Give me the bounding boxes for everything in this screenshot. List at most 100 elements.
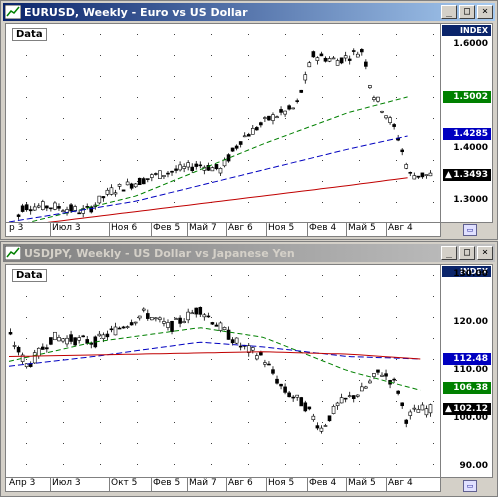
candle-body: [210, 322, 215, 325]
candle-body: [170, 170, 174, 173]
candle-body: [246, 345, 251, 353]
time-tick-label: Июл 3: [52, 478, 81, 488]
time-separator: [109, 223, 110, 237]
candle-body: [271, 369, 275, 374]
candle-body: [69, 204, 73, 212]
eurusd-chart-window[interactable]: EURUSD, Weekly - Euro vs US Dollar _ □ ×…: [0, 0, 498, 240]
candle-body: [384, 373, 388, 377]
scale-toggle-button[interactable]: ▭: [463, 224, 477, 236]
close-button[interactable]: ×: [477, 5, 493, 19]
candle-body: [303, 74, 308, 81]
candle-body: [275, 116, 279, 119]
candle-body: [41, 346, 45, 350]
candle-body: [271, 114, 275, 121]
price-badge: ▲ 1.3493: [443, 169, 491, 182]
candle-body: [360, 386, 364, 392]
candle-body: [259, 351, 263, 356]
candle-body: [202, 314, 207, 318]
candle-body: [218, 168, 223, 174]
chart-app-icon: [5, 5, 21, 19]
candle-body: [335, 60, 340, 66]
candle-body: [327, 415, 332, 422]
candle-body: [53, 331, 57, 341]
time-tick-label: Авг 6: [228, 223, 253, 233]
minimize-button[interactable]: _: [441, 246, 457, 260]
time-tick-label: Окт 5: [111, 478, 138, 488]
candle-body: [319, 53, 324, 57]
candle-body: [53, 202, 57, 210]
candle-body: [412, 175, 417, 180]
candle-body: [327, 58, 332, 62]
candle-body: [380, 374, 384, 377]
candle-body: [214, 324, 219, 327]
candle-body: [73, 206, 77, 211]
candle-body: [57, 206, 61, 209]
close-button[interactable]: ×: [477, 246, 493, 260]
usdjpy-plot-area[interactable]: Data: [5, 264, 441, 478]
candle-body: [307, 62, 312, 68]
candle-body: [323, 57, 328, 62]
price-badge: 1.5002: [443, 90, 491, 103]
time-tick-label: Май 5: [348, 478, 376, 488]
candle-body: [408, 411, 413, 416]
usdjpy-chart-window[interactable]: USDJPY, Weekly - US Dollar vs Japanese Y…: [0, 241, 498, 497]
candle-body: [315, 57, 320, 61]
candle-body: [392, 378, 396, 381]
price-tick-label: 130.00: [453, 268, 488, 279]
ma-green-line: [8, 327, 421, 391]
candle-body: [137, 177, 142, 186]
time-tick-label: Июл 3: [52, 223, 81, 233]
candle-body: [323, 425, 328, 427]
candle-body: [295, 100, 300, 102]
minimize-button[interactable]: _: [441, 5, 457, 19]
scale-toggle-button[interactable]: ▭: [463, 480, 477, 492]
candle-body: [335, 402, 340, 406]
candle-body: [250, 347, 255, 351]
candle-body: [255, 355, 259, 360]
time-separator: [346, 223, 347, 237]
candle-body: [150, 174, 154, 178]
eurusd-title-bar[interactable]: EURUSD, Weekly - Euro vs US Dollar _ □ ×: [3, 3, 495, 21]
maximize-button[interactable]: □: [459, 246, 475, 260]
candle-body: [230, 339, 235, 344]
usdjpy-title-bar[interactable]: USDJPY, Weekly - US Dollar vs Japanese Y…: [3, 244, 495, 262]
candle-body: [186, 162, 190, 168]
candle-body: [234, 337, 239, 344]
candle-body: [287, 392, 291, 398]
candle-body: [16, 346, 21, 353]
ma-red-line: [47, 177, 408, 222]
candle-body: [267, 115, 271, 121]
candle-body: [339, 57, 344, 64]
time-separator: [187, 223, 188, 237]
candle-body: [141, 308, 146, 311]
price-tick-label: 110.00: [453, 365, 488, 375]
time-tick-label: Ноя 5: [268, 478, 295, 488]
candle-body: [129, 322, 134, 326]
candle-body: [97, 333, 102, 337]
time-tick-label: Фев 4: [309, 223, 337, 233]
eurusd-plot-area[interactable]: Data: [5, 23, 441, 223]
candle-body: [182, 321, 186, 323]
candle-body: [45, 347, 49, 350]
eurusd-window-title: EURUSD, Weekly - Euro vs US Dollar: [24, 5, 248, 19]
time-separator: [50, 478, 51, 492]
candle-body: [331, 406, 336, 414]
candle-body: [275, 378, 279, 384]
maximize-button[interactable]: □: [459, 5, 475, 19]
candle-body: [428, 172, 433, 177]
time-tick-label: Фев 4: [309, 478, 337, 488]
candle-body: [416, 175, 421, 178]
candle-body: [154, 173, 158, 175]
candle-body: [85, 339, 90, 344]
candle-body: [380, 110, 384, 113]
time-separator: [307, 478, 308, 492]
time-separator: [226, 478, 227, 492]
candle-body: [81, 208, 85, 214]
price-badge-value: 106.38: [453, 383, 488, 394]
time-separator: [266, 223, 267, 237]
candle-body: [355, 394, 360, 397]
candle-body: [101, 196, 106, 199]
candle-body: [246, 134, 251, 137]
candle-body: [121, 326, 126, 329]
candle-body: [24, 363, 29, 368]
